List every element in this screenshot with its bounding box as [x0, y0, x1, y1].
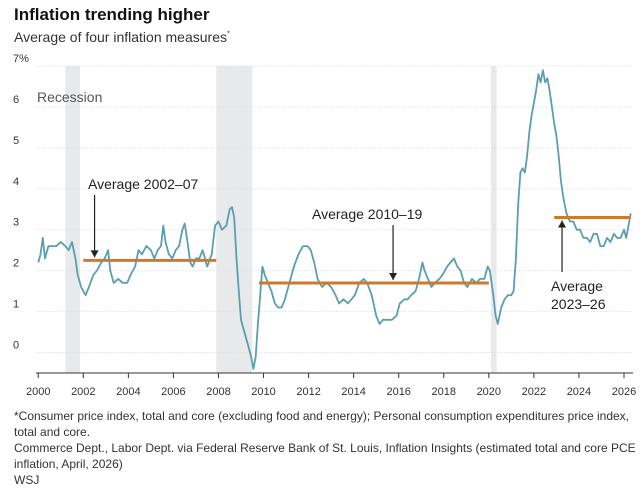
y-tick-label-2: 2: [13, 258, 19, 270]
gridlines: [36, 65, 633, 354]
chart-svg: 0 1 2 3 4 5 6 7% Recession Average 2002–07 Averag…: [13, 53, 636, 398]
average-label-2023-26-word: Average: [551, 278, 603, 294]
y-tick-label-5: 5: [13, 135, 19, 147]
average-arrow-2010-19-head: [389, 272, 398, 280]
x-tick-label-2022: 2022: [522, 386, 546, 398]
y-tick-label-3: 3: [13, 217, 19, 229]
y-axis-ticks: 0 1 2 3 4 5 6 7%: [13, 53, 29, 352]
y-tick-label-7%: 7%: [13, 53, 29, 65]
y-tick-label-6: 6: [13, 94, 19, 106]
subtitle-text: Average of four inflation measures: [14, 29, 227, 45]
recession-band-2: [491, 66, 497, 373]
chart-title: Inflation trending higher: [14, 5, 210, 24]
x-tick-label-2018: 2018: [432, 386, 456, 398]
x-tick-label-2000: 2000: [26, 386, 50, 398]
x-tick-label-2024: 2024: [567, 386, 591, 398]
x-tick-label-2014: 2014: [341, 386, 365, 398]
x-tick-label-2026: 2026: [612, 386, 636, 398]
x-tick-label-2006: 2006: [161, 386, 185, 398]
source-note: Commerce Dept., Labor Dept. via Federal …: [14, 441, 636, 471]
inflation-series-line: [37, 69, 632, 370]
x-tick-label-2008: 2008: [206, 386, 230, 398]
x-tick-label-2004: 2004: [116, 386, 140, 398]
average-arrow-2002-07-head: [90, 250, 99, 258]
y-tick-label-1: 1: [13, 299, 19, 311]
series-lines: [37, 69, 632, 370]
x-tick-label-2016: 2016: [386, 386, 410, 398]
chart-notes: *Consumer price index, total and core (e…: [14, 408, 636, 488]
average-lines: [83, 215, 631, 285]
x-tick-label-2020: 2020: [477, 386, 501, 398]
y-tick-label-4: 4: [13, 176, 19, 188]
recession-bands: [65, 66, 497, 373]
recession-band-0: [65, 66, 80, 373]
x-tick-label-2012: 2012: [296, 386, 320, 398]
chart-subtitle: Average of four inflation measures*: [14, 29, 230, 45]
footnote: *Consumer price index, total and core (e…: [14, 409, 630, 439]
y-tick-label-0: 0: [13, 340, 19, 352]
x-axis: 2000 2002 2004 2006 2008 2010 2012 2014 2016 2018…: [26, 372, 636, 398]
average-label-2002-07: Average 2002–07: [88, 176, 198, 192]
annotations: Recession Average 2002–07 Average 2010–19 A…: [37, 89, 606, 312]
x-tick-label-2002: 2002: [71, 386, 95, 398]
average-label-2023-26-years: 2023–26: [551, 296, 606, 312]
recession-label: Recession: [37, 89, 102, 105]
average-label-2010-19: Average 2010–19: [312, 206, 422, 222]
subtitle-footnote-marker: *: [226, 29, 231, 39]
average-arrow-2023-26-head: [558, 220, 567, 228]
credit: WSJ: [14, 473, 40, 487]
x-tick-label-2010: 2010: [251, 386, 275, 398]
